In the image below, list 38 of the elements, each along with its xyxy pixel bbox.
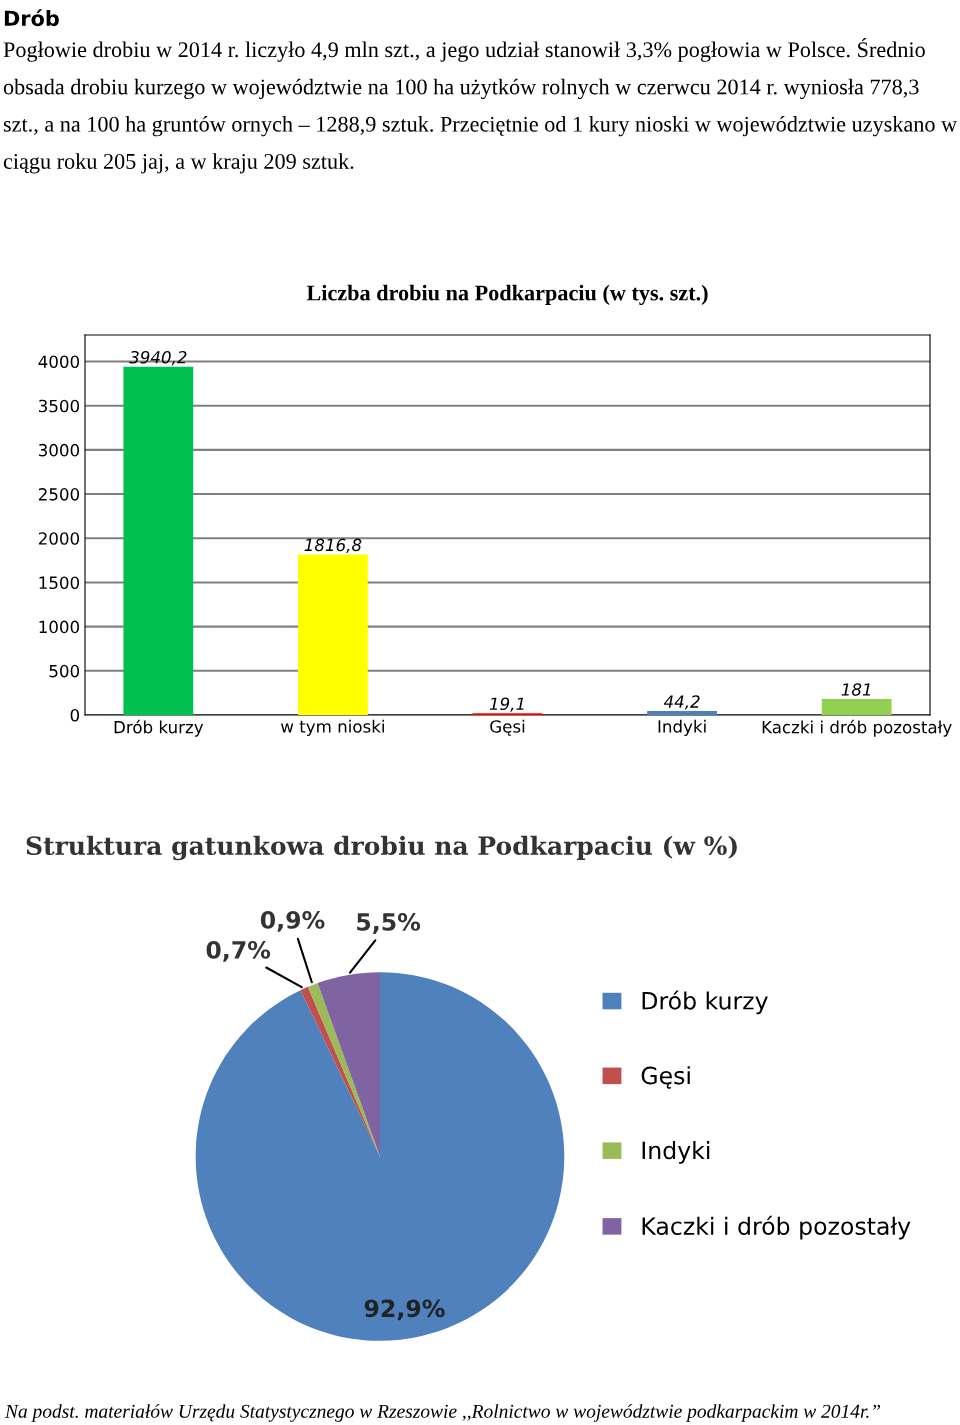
bar — [647, 711, 717, 715]
x-tick-label: w tym nioski — [281, 719, 384, 736]
data-label: 92,9% — [364, 1299, 445, 1321]
x-tick-label: Drób kurzy — [114, 719, 204, 737]
data-label: 181 — [841, 683, 871, 696]
data-label: 1816,8 — [304, 538, 362, 553]
legend-label: Drób kurzy — [642, 990, 768, 1015]
data-label: 5,5% — [357, 913, 421, 934]
y-tick-label: 1500 — [39, 576, 80, 590]
y-tick-label: 1000 — [39, 620, 80, 634]
y-tick-label: 4000 — [38, 355, 80, 369]
text: Na podst. materiałów Urzędu Statystycznego w Rzeszowie ,,Rolnictwo w województwie podkarpackim w 2014r.” — [4, 1404, 881, 1422]
y-tick-label: 3000 — [38, 443, 80, 457]
bar — [821, 699, 892, 715]
chart-title: Liczba drobiu na Podkarpaciu (w tys. szt.) — [306, 284, 708, 306]
data-label: 19,1 — [489, 697, 524, 712]
bar — [298, 554, 368, 715]
x-tick-label: Indyki — [658, 719, 706, 736]
text: Drób — [4, 9, 59, 27]
legend-label: Gęsi — [641, 1066, 690, 1089]
legend-label: Kaczki i drób pozostały — [642, 1215, 911, 1240]
chart-title: Struktura gatunkowa drobiu na Podkarpaciu (w %) — [26, 835, 737, 861]
text: Pogłowie drobiu w 2014 r. liczyło 4,9 mln szt., a jego udział stanowił 3,3% pogłowia w Polsce. Średnio obsada drobiu kurzego w województwie na 100 ha użytków rolnych w czerwcu 2014 r. wyniosła 778,3 szt., a na 100 ha gruntów ornych – 1288,9 sztuk. Przeciętnie od 1 kury nioski w województwie uzyskano w ciągu roku 205 jaj, a w kraju 209 sztuk. — [3, 38, 958, 174]
y-tick-label: 0 — [70, 708, 80, 722]
data-label: 0,9% — [260, 910, 325, 932]
pie-slice — [195, 972, 565, 1341]
x-tick-label: Gęsi — [490, 719, 525, 736]
y-tick-label: 2500 — [38, 488, 80, 501]
legend-label: Indyki — [642, 1140, 710, 1164]
data-label: 0,7% — [206, 940, 271, 962]
y-tick-label: 2000 — [38, 532, 80, 545]
data-label: 3940,2 — [129, 350, 187, 366]
pie-slice — [317, 972, 380, 1157]
y-tick-label: 3500 — [38, 399, 80, 413]
bar — [123, 366, 194, 715]
data-label: 44,2 — [663, 695, 700, 710]
x-tick-label: Kaczki i drób pozostały — [762, 719, 952, 737]
y-tick-label: 500 — [49, 664, 80, 678]
